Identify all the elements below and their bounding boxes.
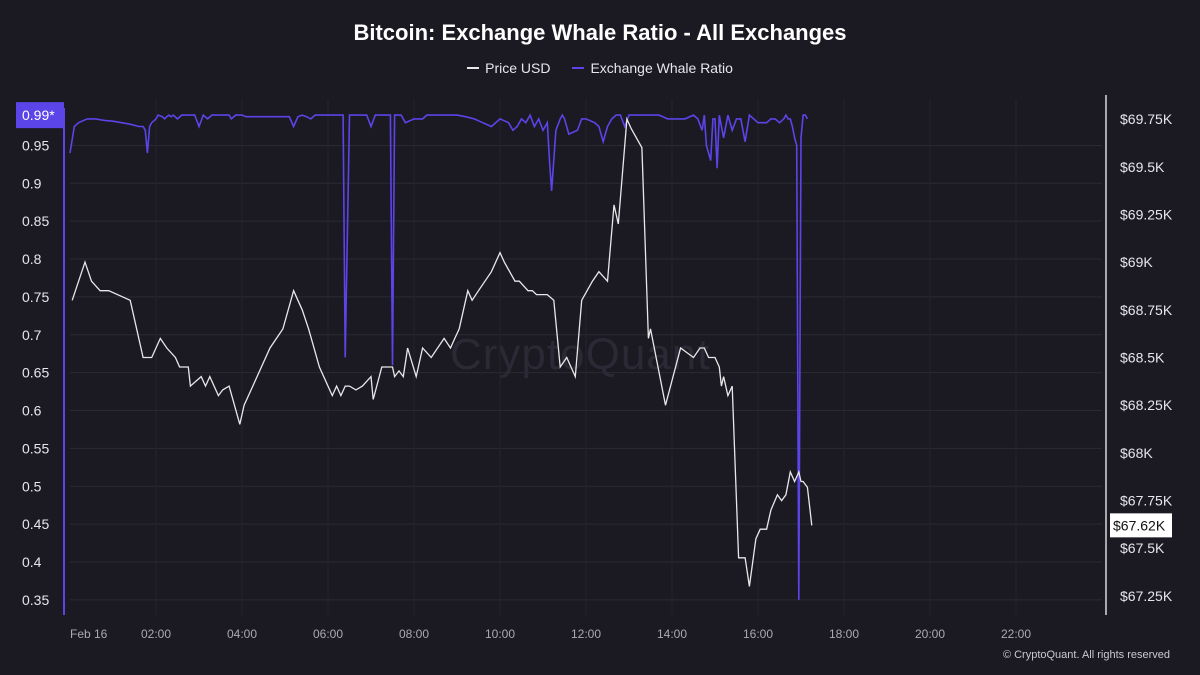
- right-tick-label: $67.5K: [1120, 540, 1165, 556]
- x-tick-label: 14:00: [657, 627, 687, 641]
- right-tick-label: $68.5K: [1120, 350, 1165, 366]
- x-tick-label: 20:00: [915, 627, 945, 641]
- series-line-price: [71, 116, 813, 587]
- left-tick-label: 0.8: [22, 251, 42, 267]
- x-tick-label: 04:00: [227, 627, 257, 641]
- legend-label-price: Price USD: [485, 60, 551, 76]
- right-tick-label: $68.75K: [1120, 302, 1173, 318]
- x-tick-label: 10:00: [485, 627, 515, 641]
- left-tick-label: 0.35: [22, 592, 49, 608]
- left-current-value-label: 0.99*: [22, 107, 55, 123]
- right-tick-label: $69.75K: [1120, 111, 1173, 127]
- x-tick-label: 16:00: [743, 627, 773, 641]
- right-tick-label: $69.5K: [1120, 159, 1165, 175]
- right-axis-ticks: $67.25K $67.5K $67.75K $68K $68.25K $68.5K $68…: [1120, 111, 1173, 604]
- right-tick-label: $67.75K: [1120, 493, 1173, 509]
- x-tick-label: 08:00: [399, 627, 429, 641]
- chart-legend: Price USD Exchange Whale Ratio: [0, 60, 1200, 76]
- legend-item-price[interactable]: Price USD: [467, 60, 550, 76]
- left-tick-label: 0.6: [22, 403, 42, 419]
- x-axis-ticks: Feb 16 02:00 04:00 06:00 08:00 10:00 12:00 14:0…: [70, 627, 1031, 641]
- axes: [63, 95, 1107, 615]
- x-tick-label: 06:00: [313, 627, 343, 641]
- x-tick-label: 02:00: [141, 627, 171, 641]
- chart-title: Bitcoin: Exchange Whale Ratio - All Exch…: [353, 20, 847, 45]
- right-current-value-badge: [1110, 513, 1172, 538]
- legend-swatch-whale-ratio: [572, 67, 585, 69]
- right-tick-label: $67.25K: [1120, 588, 1173, 604]
- left-axis-ticks: 0.35 0.4 0.45 0.5 0.55 0.6 0.65 0.7 0.75 0.8 0.85 0…: [22, 137, 49, 607]
- legend-label-whale-ratio: Exchange Whale Ratio: [590, 60, 733, 76]
- left-tick-label: 0.5: [22, 478, 42, 494]
- grid: [70, 100, 1102, 615]
- x-tick-label: 12:00: [571, 627, 601, 641]
- copyright-footer: © CryptoQuant. All rights reserved: [1002, 649, 1170, 661]
- right-tick-label: $69K: [1120, 254, 1153, 270]
- series-line-whale-ratio: [69, 113, 809, 600]
- right-current-value-label: $67.62K: [1113, 517, 1166, 533]
- left-tick-label: 0.9: [22, 175, 42, 191]
- x-tick-label: 18:00: [829, 627, 859, 641]
- legend-swatch-price: [467, 67, 480, 69]
- left-tick-label: 0.7: [22, 327, 42, 343]
- right-tick-label: $68.25K: [1120, 397, 1173, 413]
- current-value-markers: 0.99* $67.62K: [16, 102, 1172, 538]
- left-current-value-badge: [16, 102, 64, 129]
- left-tick-label: 0.75: [22, 289, 49, 305]
- left-tick-label: 0.4: [22, 554, 42, 570]
- left-tick-label: 0.45: [22, 516, 49, 532]
- right-tick-label: $69.25K: [1120, 206, 1173, 222]
- right-tick-label: $68K: [1120, 445, 1153, 461]
- x-tick-label: Feb 16: [70, 627, 108, 641]
- legend-item-whale-ratio[interactable]: Exchange Whale Ratio: [572, 60, 733, 76]
- x-tick-label: 22:00: [1001, 627, 1031, 641]
- left-tick-label: 0.95: [22, 137, 49, 153]
- left-tick-label: 0.85: [22, 213, 49, 229]
- left-tick-label: 0.65: [22, 365, 49, 381]
- watermark: CryptoQuant: [450, 330, 711, 379]
- left-tick-label: 0.55: [22, 440, 49, 456]
